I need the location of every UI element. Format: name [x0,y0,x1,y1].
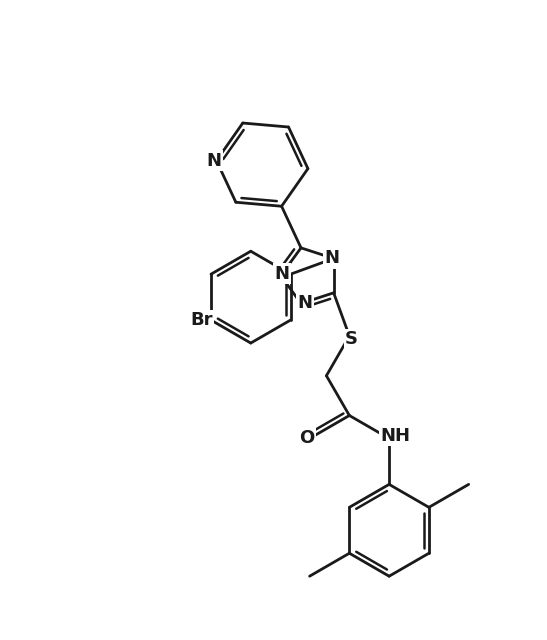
Text: N: N [324,250,339,268]
Text: S: S [345,330,358,348]
Text: O: O [299,429,315,447]
Text: N: N [298,294,313,312]
Text: Br: Br [190,311,213,329]
Text: N: N [275,264,289,283]
Text: NH: NH [380,427,410,445]
Text: N: N [206,152,222,170]
